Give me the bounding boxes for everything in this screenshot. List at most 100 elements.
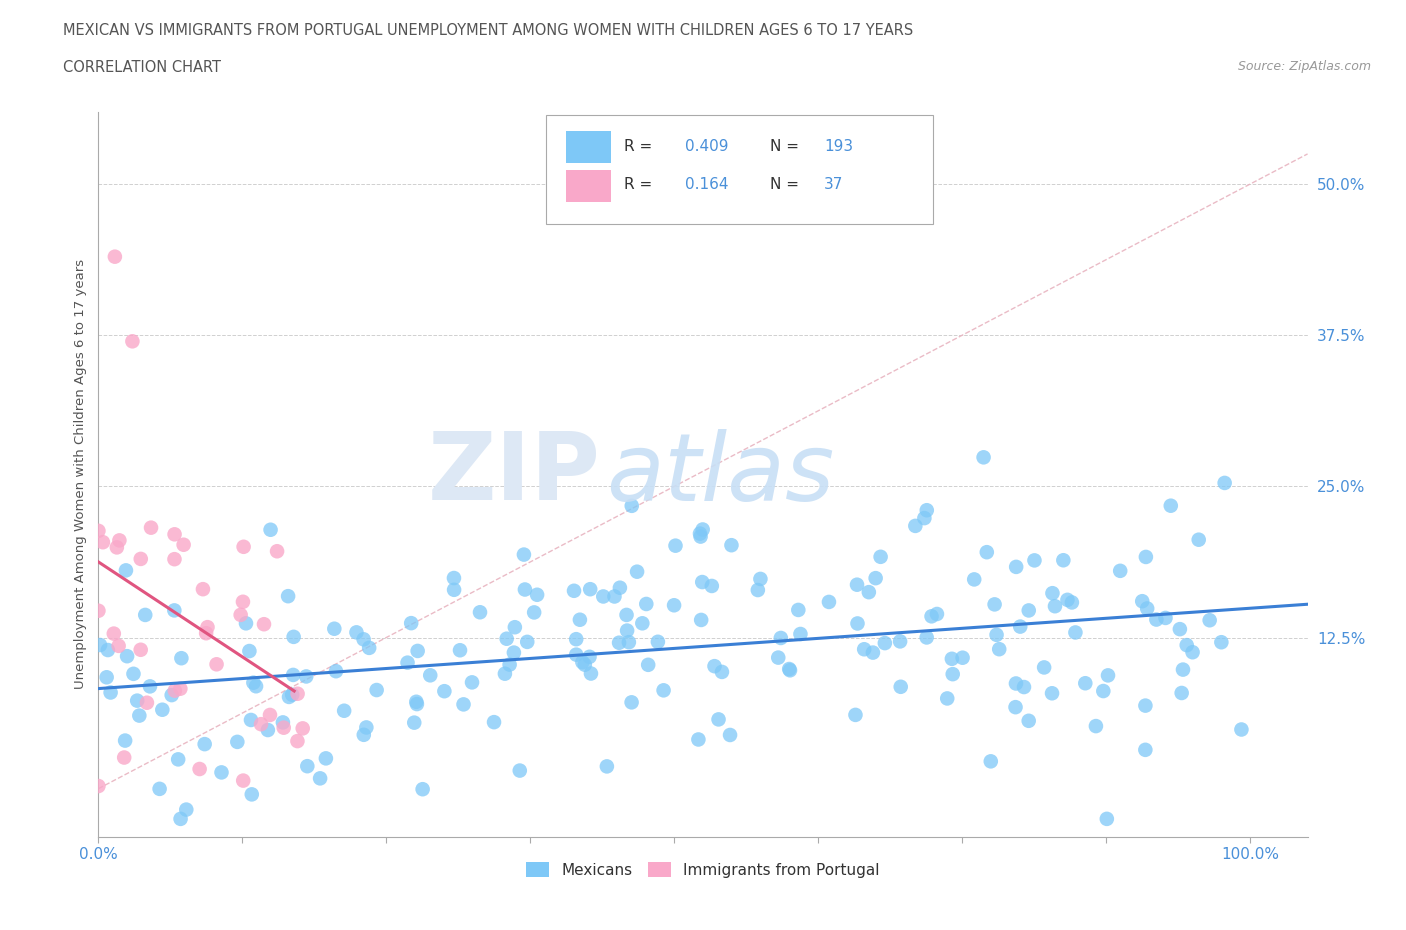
Point <box>718 727 741 742</box>
Point <box>1005 676 1028 691</box>
Point <box>356 720 378 735</box>
Point <box>787 603 810 618</box>
Point <box>1024 553 1046 568</box>
Point <box>1084 719 1107 734</box>
Point <box>406 644 429 658</box>
Point <box>283 630 305 644</box>
Point <box>617 635 640 650</box>
Point <box>323 621 346 636</box>
Point <box>1060 595 1083 610</box>
Point <box>273 720 295 735</box>
Point <box>309 771 332 786</box>
Point <box>571 655 593 670</box>
Point <box>768 650 790 665</box>
Text: N =: N = <box>769 139 803 154</box>
Point <box>245 679 267 694</box>
Text: atlas: atlas <box>606 429 835 520</box>
Point <box>688 732 710 747</box>
Point <box>91 535 114 550</box>
Point <box>1175 638 1198 653</box>
Point <box>983 597 1005 612</box>
Point <box>115 563 138 578</box>
Point <box>578 649 600 664</box>
Point <box>513 582 536 597</box>
Point <box>869 550 891 565</box>
Point <box>167 752 190 767</box>
Text: ZIP: ZIP <box>427 429 600 520</box>
Point <box>513 547 536 562</box>
Text: CORRELATION CHART: CORRELATION CHART <box>63 60 221 75</box>
Point <box>1171 662 1194 677</box>
Point <box>662 598 685 613</box>
Point <box>647 634 669 649</box>
Point <box>1004 699 1026 714</box>
Point <box>1144 612 1167 627</box>
Point <box>858 585 880 600</box>
Text: 0.164: 0.164 <box>685 178 728 193</box>
Point <box>250 717 273 732</box>
Point <box>188 762 211 777</box>
Point <box>637 658 659 672</box>
Point <box>253 617 276 631</box>
Point <box>1168 621 1191 636</box>
Point <box>238 644 260 658</box>
Point <box>603 589 626 604</box>
Point <box>105 540 128 555</box>
Point <box>163 527 186 542</box>
Point <box>853 642 876 657</box>
Point <box>1018 603 1040 618</box>
Point <box>778 661 800 676</box>
Point <box>1097 668 1119 683</box>
Point <box>359 641 381 656</box>
Point <box>568 612 591 627</box>
Point <box>287 686 309 701</box>
Point <box>596 759 619 774</box>
Point <box>502 645 524 660</box>
Point <box>616 607 638 622</box>
Point <box>889 634 911 649</box>
Point <box>353 727 375 742</box>
Point <box>789 627 811 642</box>
Point <box>747 582 769 597</box>
Point <box>1198 613 1220 628</box>
Point <box>526 588 548 603</box>
Point <box>366 683 388 698</box>
Point <box>449 643 471 658</box>
Point <box>461 675 484 690</box>
Point <box>468 604 491 619</box>
Point <box>631 616 654 631</box>
Point <box>865 571 887 586</box>
Point <box>579 666 602 681</box>
Point <box>652 683 675 698</box>
Point <box>720 538 742 552</box>
Point <box>197 619 219 634</box>
Point <box>846 578 869 592</box>
Point <box>226 735 249 750</box>
Point <box>579 582 602 597</box>
Point <box>266 544 288 559</box>
Point <box>169 682 191 697</box>
Point <box>112 751 135 765</box>
Point <box>291 721 314 736</box>
Point <box>963 572 986 587</box>
Point <box>396 656 419 671</box>
Point <box>620 695 643 710</box>
Point <box>1064 625 1087 640</box>
Point <box>150 702 173 717</box>
Point <box>240 712 263 727</box>
Point <box>690 613 713 628</box>
Point <box>134 607 156 622</box>
Point <box>232 773 254 788</box>
Point <box>100 685 122 700</box>
Point <box>160 687 183 702</box>
Point <box>297 759 319 774</box>
Point <box>689 526 711 541</box>
Point <box>453 697 475 711</box>
Point <box>173 538 195 552</box>
Point <box>281 687 304 702</box>
Point <box>616 623 638 638</box>
Point <box>1092 684 1115 698</box>
Text: R =: R = <box>624 139 658 154</box>
Point <box>1042 586 1064 601</box>
Point <box>433 684 456 698</box>
